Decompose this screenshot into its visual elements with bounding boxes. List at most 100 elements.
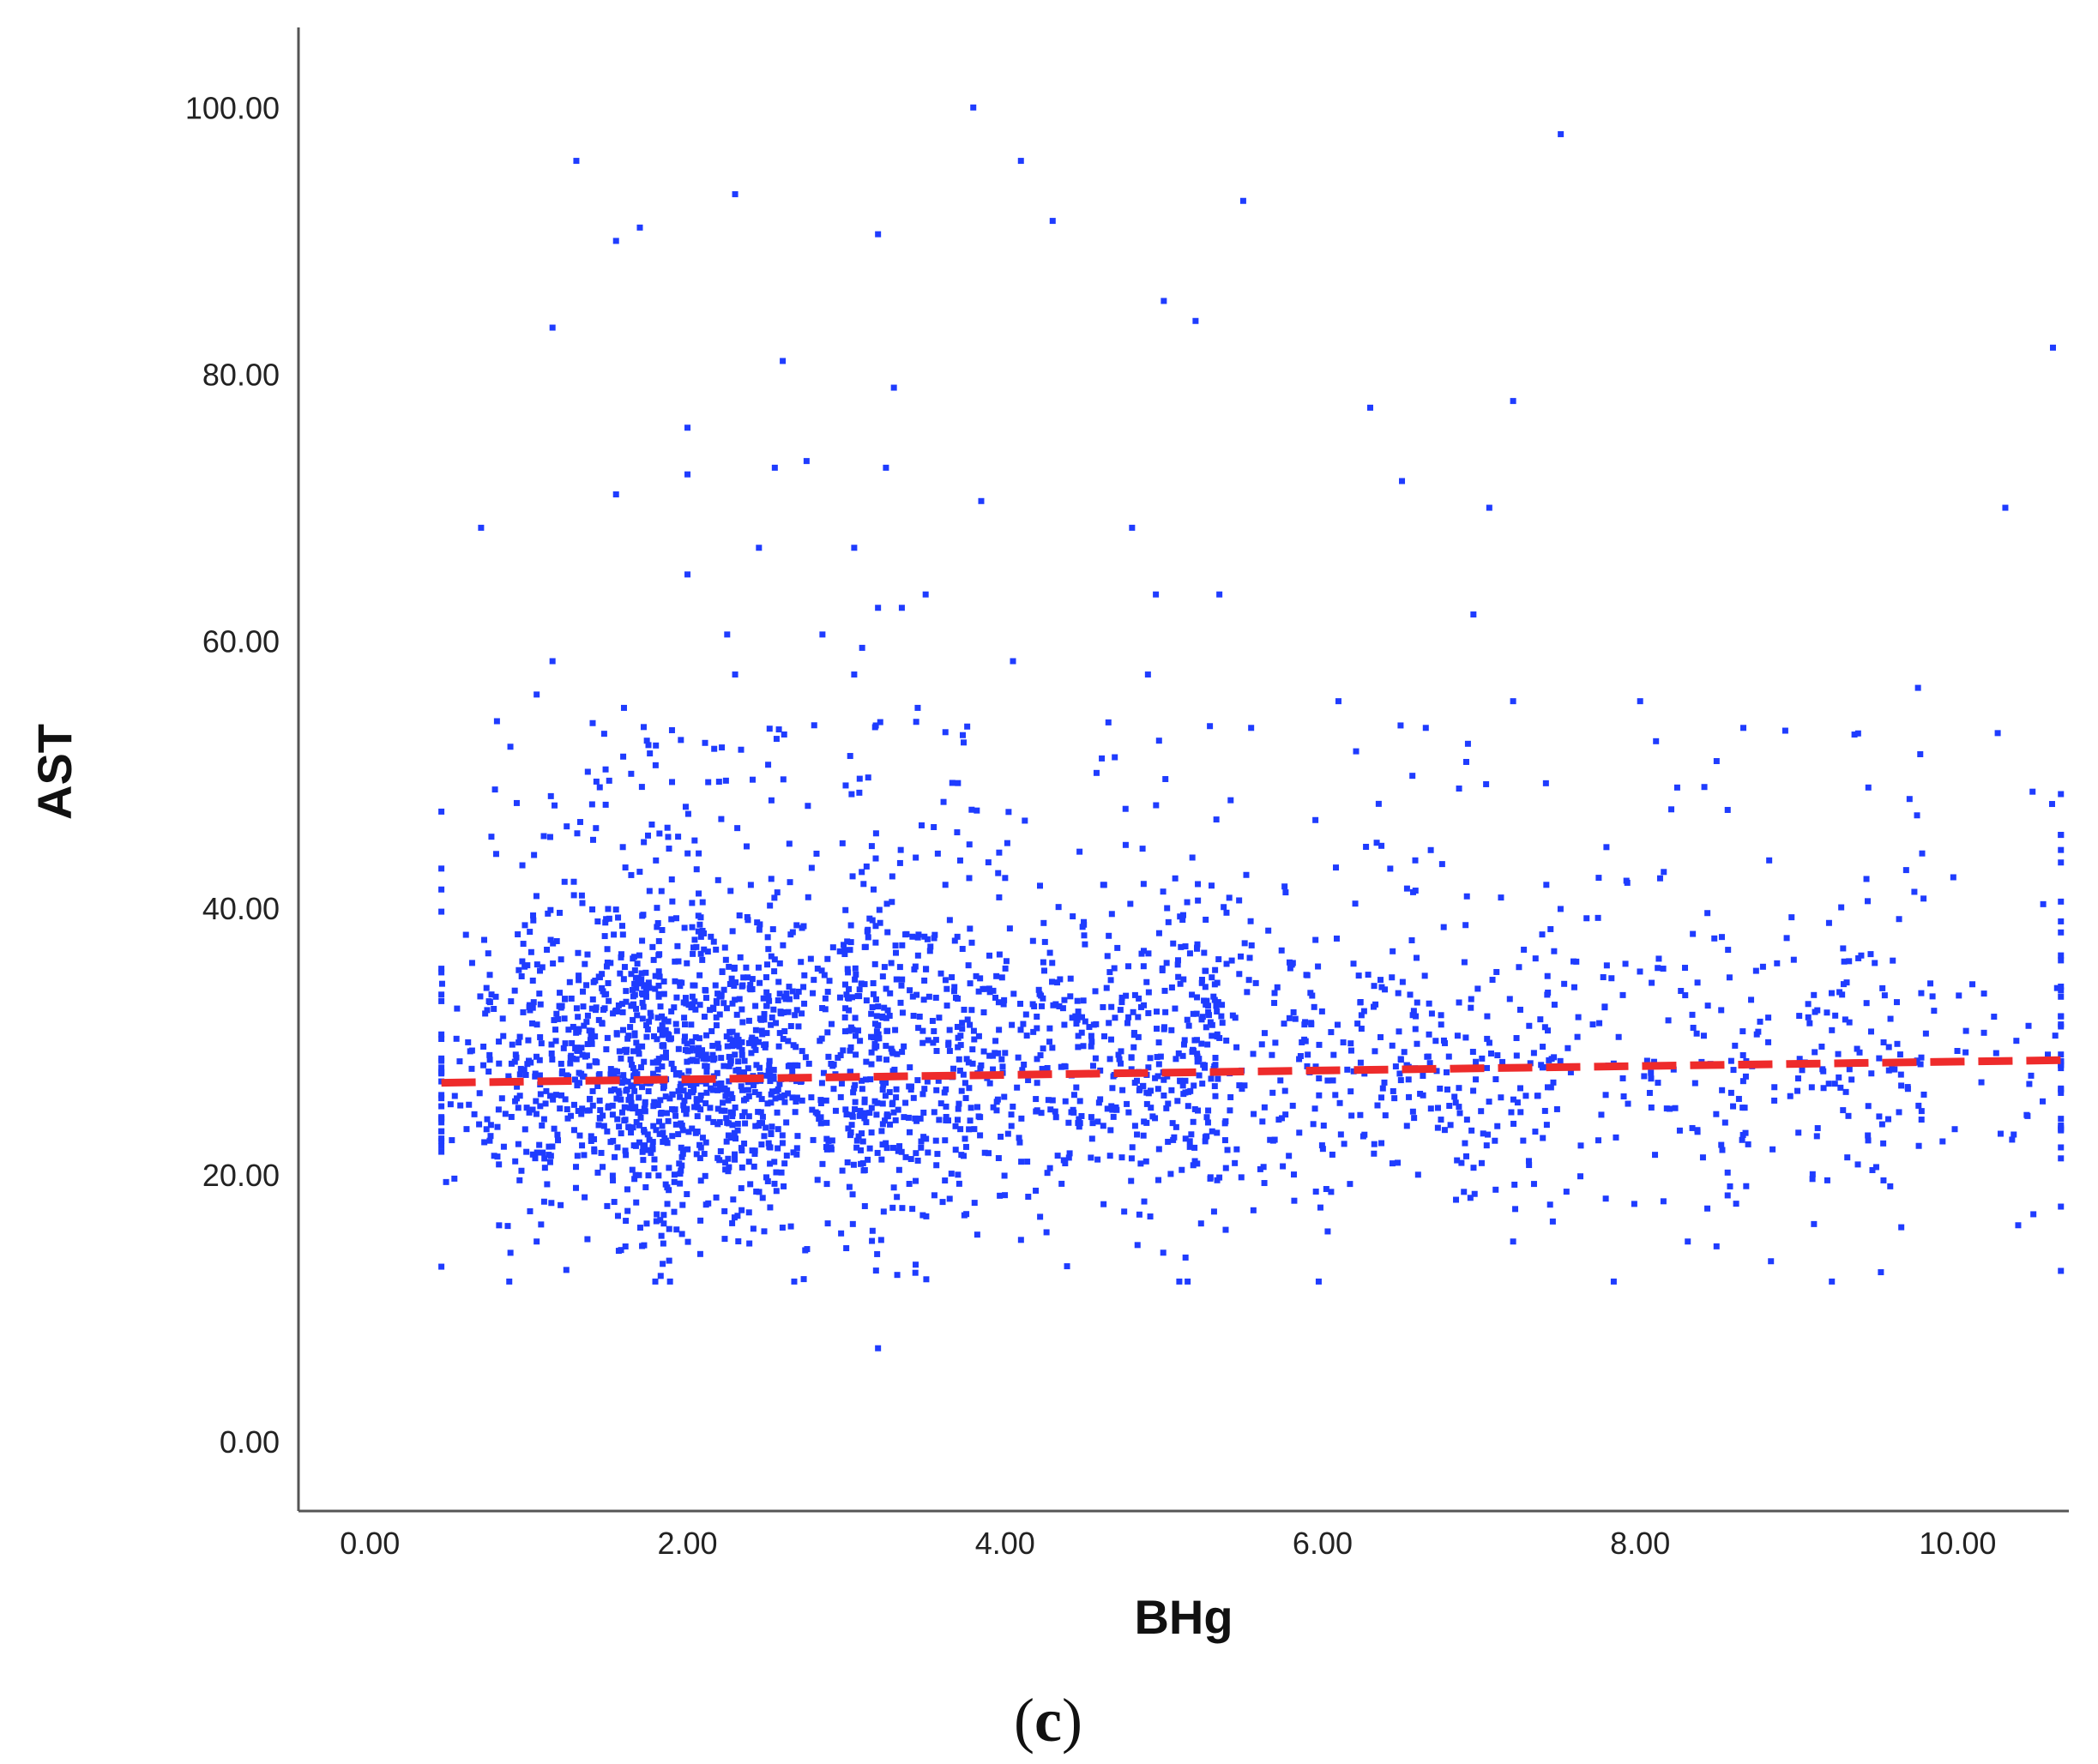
data-point xyxy=(2058,1058,2065,1065)
data-point xyxy=(1739,1078,1746,1085)
data-point xyxy=(657,1217,664,1224)
data-point xyxy=(713,1022,720,1029)
data-point xyxy=(1137,1160,1144,1167)
data-point xyxy=(761,1133,768,1140)
data-point xyxy=(1141,1198,1148,1205)
data-point xyxy=(568,995,575,1002)
data-point xyxy=(619,844,626,851)
data-point xyxy=(447,1101,454,1108)
data-point xyxy=(1049,218,1056,225)
data-point xyxy=(741,1109,748,1116)
data-point xyxy=(974,807,980,814)
data-point xyxy=(694,1129,701,1135)
data-point xyxy=(1433,1068,1440,1075)
data-point xyxy=(1625,1100,1631,1107)
data-point xyxy=(630,1001,637,1008)
data-point xyxy=(607,1087,614,1094)
data-point xyxy=(755,1109,762,1116)
data-point xyxy=(596,1097,603,1104)
data-point xyxy=(903,930,910,937)
data-point xyxy=(1135,1033,1142,1040)
data-point xyxy=(611,931,618,938)
data-point xyxy=(1805,1014,1812,1020)
data-point xyxy=(546,1093,553,1099)
data-point xyxy=(977,1132,984,1139)
data-point xyxy=(1931,1008,1938,1014)
data-point xyxy=(623,1152,630,1159)
data-point xyxy=(739,1207,745,1213)
data-point xyxy=(1123,992,1130,999)
data-point xyxy=(741,1057,748,1064)
data-point xyxy=(713,1194,720,1201)
data-point xyxy=(438,908,445,915)
data-point xyxy=(958,1087,965,1094)
data-point xyxy=(592,1007,599,1014)
data-point xyxy=(1456,999,1462,1006)
data-point xyxy=(1595,914,1601,921)
data-point xyxy=(438,1064,445,1071)
data-point xyxy=(633,1005,640,1012)
data-point xyxy=(1186,950,1193,957)
data-point xyxy=(766,725,773,732)
data-point xyxy=(578,1111,585,1117)
data-point xyxy=(1015,1054,1022,1061)
data-point xyxy=(1160,1249,1167,1256)
data-point xyxy=(630,1124,636,1131)
data-point xyxy=(677,1093,684,1100)
data-point xyxy=(547,792,554,799)
data-point xyxy=(995,1154,1002,1161)
data-point xyxy=(1395,1159,1402,1166)
data-point xyxy=(2052,1033,2059,1039)
data-point xyxy=(1796,1056,1803,1063)
data-point xyxy=(515,966,522,973)
data-point xyxy=(699,1135,706,1141)
data-point xyxy=(1134,1131,1141,1138)
data-point xyxy=(1421,972,1428,979)
data-point xyxy=(1209,974,1215,981)
data-point xyxy=(921,977,928,984)
data-point xyxy=(1193,1037,1200,1044)
data-point xyxy=(971,1036,978,1043)
data-point xyxy=(895,1166,902,1173)
data-point xyxy=(1153,802,1160,809)
data-point xyxy=(654,1058,660,1065)
data-point xyxy=(595,1016,602,1023)
data-point xyxy=(672,1121,679,1128)
data-point xyxy=(1693,1030,1700,1037)
data-point xyxy=(1420,1092,1426,1099)
data-point xyxy=(573,1056,580,1063)
data-point xyxy=(644,832,651,839)
data-point xyxy=(743,843,750,850)
data-point xyxy=(872,996,879,1002)
data-point xyxy=(857,1038,864,1045)
data-point xyxy=(785,1090,792,1097)
data-point xyxy=(1070,913,1076,920)
data-point xyxy=(823,1146,830,1153)
data-point xyxy=(902,1099,909,1106)
data-point xyxy=(660,1220,667,1227)
data-point xyxy=(846,985,853,992)
data-point xyxy=(1155,1177,1162,1183)
data-point xyxy=(565,1026,572,1033)
data-point xyxy=(992,1038,999,1045)
x-tick-label: 2.00 xyxy=(657,1526,717,1561)
data-point xyxy=(675,1045,682,1052)
data-point xyxy=(549,324,556,331)
data-point xyxy=(924,936,931,942)
data-point xyxy=(515,1039,522,1046)
data-point xyxy=(584,768,591,775)
data-point xyxy=(1222,1226,1229,1233)
data-point xyxy=(1215,1075,1221,1082)
data-point xyxy=(515,931,521,938)
data-point xyxy=(1727,1057,1734,1064)
data-point xyxy=(1824,1009,1830,1016)
data-point xyxy=(1474,985,1481,992)
data-point xyxy=(920,1134,927,1141)
data-point xyxy=(939,1199,946,1206)
data-point xyxy=(1188,1131,1195,1138)
data-point xyxy=(721,1207,728,1214)
data-point xyxy=(1312,1189,1319,1195)
data-point xyxy=(957,1126,964,1133)
data-point xyxy=(968,1007,975,1014)
data-point xyxy=(705,1115,712,1122)
